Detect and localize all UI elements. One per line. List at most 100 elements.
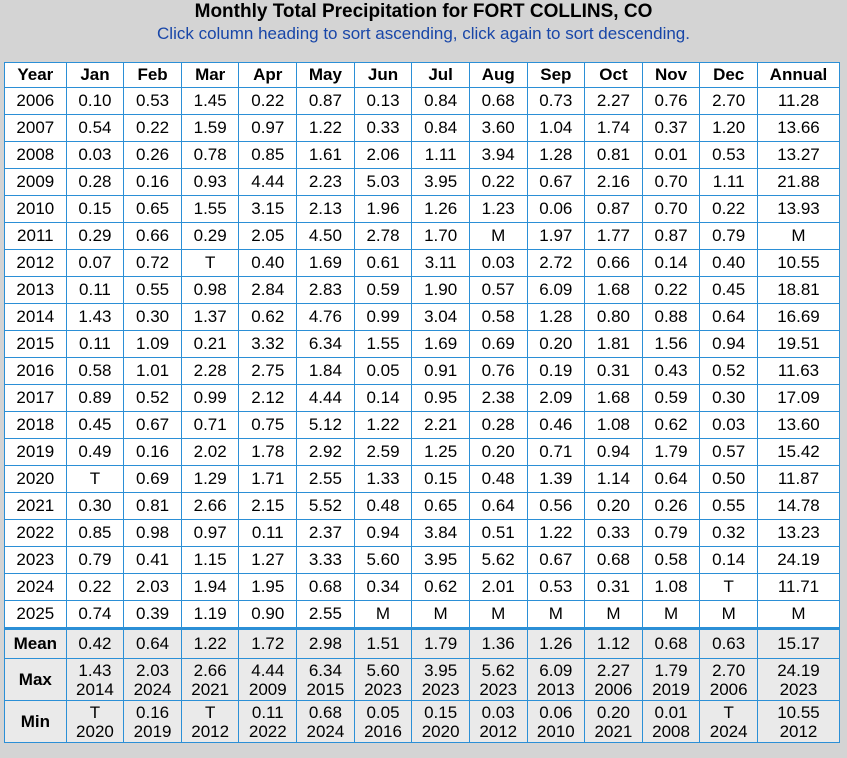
column-header-apr[interactable]: Apr [239, 63, 297, 87]
value-cell: 0.94 [585, 439, 642, 465]
value-cell: 2.55 [297, 601, 354, 627]
table-row: 2015 0.11 1.09 0.21 3.32 6.34 1.55 1.69 0.69 0.20… [5, 331, 839, 357]
value-cell: 5.62 [469, 547, 527, 573]
table-row: 2008 0.03 0.26 0.78 0.85 1.61 2.06 1.11 3.94 1.28… [5, 142, 839, 168]
value-cell: 0.52 [124, 385, 181, 411]
value-cell: 0.30 [66, 493, 124, 519]
value-cell: 1.96 [354, 196, 412, 222]
value-cell: 0.64 [700, 304, 757, 330]
max-value: 24.19 [777, 660, 820, 680]
min-year: 2012 [779, 721, 818, 741]
value-cell: 14.78 [757, 493, 839, 519]
value-cell: 2.83 [297, 277, 354, 303]
value-cell: 0.64 [642, 466, 700, 492]
value-cell: 3.94 [469, 142, 527, 168]
value-cell: 0.67 [124, 412, 181, 438]
column-header-aug[interactable]: Aug [469, 63, 527, 87]
value-cell: 0.03 [66, 142, 124, 168]
column-header-may[interactable]: May [297, 63, 354, 87]
value-cell: 2.66 [181, 493, 239, 519]
value-cell: 1.23 [469, 196, 527, 222]
year-cell: 2011 [5, 223, 66, 249]
min-year: 2020 [76, 721, 114, 741]
column-header-year[interactable]: Year [5, 63, 66, 87]
column-header-feb[interactable]: Feb [124, 63, 181, 87]
value-cell: M [757, 601, 839, 627]
value-cell: 13.60 [757, 412, 839, 438]
value-cell: 0.70 [642, 196, 700, 222]
column-header-annual[interactable]: Annual [757, 63, 839, 87]
max-year: 2023 [779, 679, 818, 699]
column-header-jul[interactable]: Jul [412, 63, 469, 87]
table-row: 2007 0.54 0.22 1.59 0.97 1.22 0.33 0.84 3.60 1.04… [5, 115, 839, 141]
value-cell: 0.26 [642, 493, 700, 519]
value-cell: 1.08 [585, 412, 642, 438]
value-cell: 0.94 [354, 520, 412, 546]
max-row: Max 1.43 2014 2.03 2024 2.66 2021 4.44 2009 6.34 2… [5, 659, 839, 700]
value-cell: 16.69 [757, 304, 839, 330]
min-value: 0.20 [596, 702, 630, 722]
value-cell: 2.03 [124, 574, 181, 600]
column-header-mar[interactable]: Mar [181, 63, 239, 87]
min-year: 2024 [709, 721, 748, 741]
value-cell: 1.78 [239, 439, 297, 465]
value-cell: 0.71 [527, 439, 585, 465]
year-cell: 2024 [5, 574, 66, 600]
column-header-nov[interactable]: Nov [642, 63, 700, 87]
column-header-oct[interactable]: Oct [585, 63, 642, 87]
max-label: Max [5, 659, 66, 700]
sort-instructions: Click column heading to sort ascending, … [157, 24, 690, 43]
max-year: 2006 [594, 679, 633, 699]
value-cell: 1.33 [354, 466, 412, 492]
value-cell: 0.72 [124, 250, 181, 276]
value-cell: 1.69 [297, 250, 354, 276]
value-cell: 11.71 [757, 574, 839, 600]
value-cell: 0.68 [585, 547, 642, 573]
value-cell: 19.51 [757, 331, 839, 357]
min-year: 2021 [594, 721, 633, 741]
value-cell: 0.20 [527, 331, 585, 357]
min-year: 2012 [191, 721, 230, 741]
min-value: 0.68 [308, 702, 342, 722]
value-cell: 1.43 [66, 304, 124, 330]
max-value: 6.09 [539, 660, 573, 680]
value-cell: 3.04 [412, 304, 469, 330]
value-cell: 0.22 [642, 277, 700, 303]
value-cell: 2.12 [239, 385, 297, 411]
value-cell: 0.43 [642, 358, 700, 384]
year-cell: 2010 [5, 196, 66, 222]
max-value: 1.43 [78, 660, 112, 680]
column-header-dec[interactable]: Dec [700, 63, 757, 87]
value-cell: 3.11 [412, 250, 469, 276]
column-header-jun[interactable]: Jun [354, 63, 412, 87]
max-year: 2024 [133, 679, 172, 699]
max-cell: 1.79 2019 [642, 659, 700, 700]
value-cell: 0.93 [181, 169, 239, 195]
summary-separator [5, 628, 839, 629]
value-cell: 0.19 [527, 358, 585, 384]
max-value: 4.44 [251, 660, 285, 680]
min-cell: 0.11 2022 [239, 701, 297, 742]
mean-value: 15.17 [777, 634, 820, 653]
value-cell: 2.21 [412, 412, 469, 438]
value-cell: 1.27 [239, 547, 297, 573]
year-cell: 2019 [5, 439, 66, 465]
value-cell: 4.76 [297, 304, 354, 330]
max-cell: 5.60 2023 [354, 659, 412, 700]
value-cell: 0.22 [239, 88, 297, 114]
min-cell: T 2024 [700, 701, 757, 742]
mean-value: 0.63 [712, 634, 746, 653]
mean-row: Mean 0.42 0.64 1.22 1.72 2.98 1.51 1.79 1.36 1.26… [5, 630, 839, 658]
mean-cell: 1.26 [527, 630, 585, 658]
value-cell: 1.55 [181, 196, 239, 222]
column-header-jan[interactable]: Jan [66, 63, 124, 87]
value-cell: 0.30 [124, 304, 181, 330]
value-cell: 0.95 [412, 385, 469, 411]
value-cell: M [469, 223, 527, 249]
value-cell: 0.05 [354, 358, 412, 384]
year-cell: 2025 [5, 601, 66, 627]
column-header-sep[interactable]: Sep [527, 63, 585, 87]
mean-value: 0.68 [654, 634, 688, 653]
value-cell: 0.20 [469, 439, 527, 465]
max-cell: 2.27 2006 [585, 659, 642, 700]
